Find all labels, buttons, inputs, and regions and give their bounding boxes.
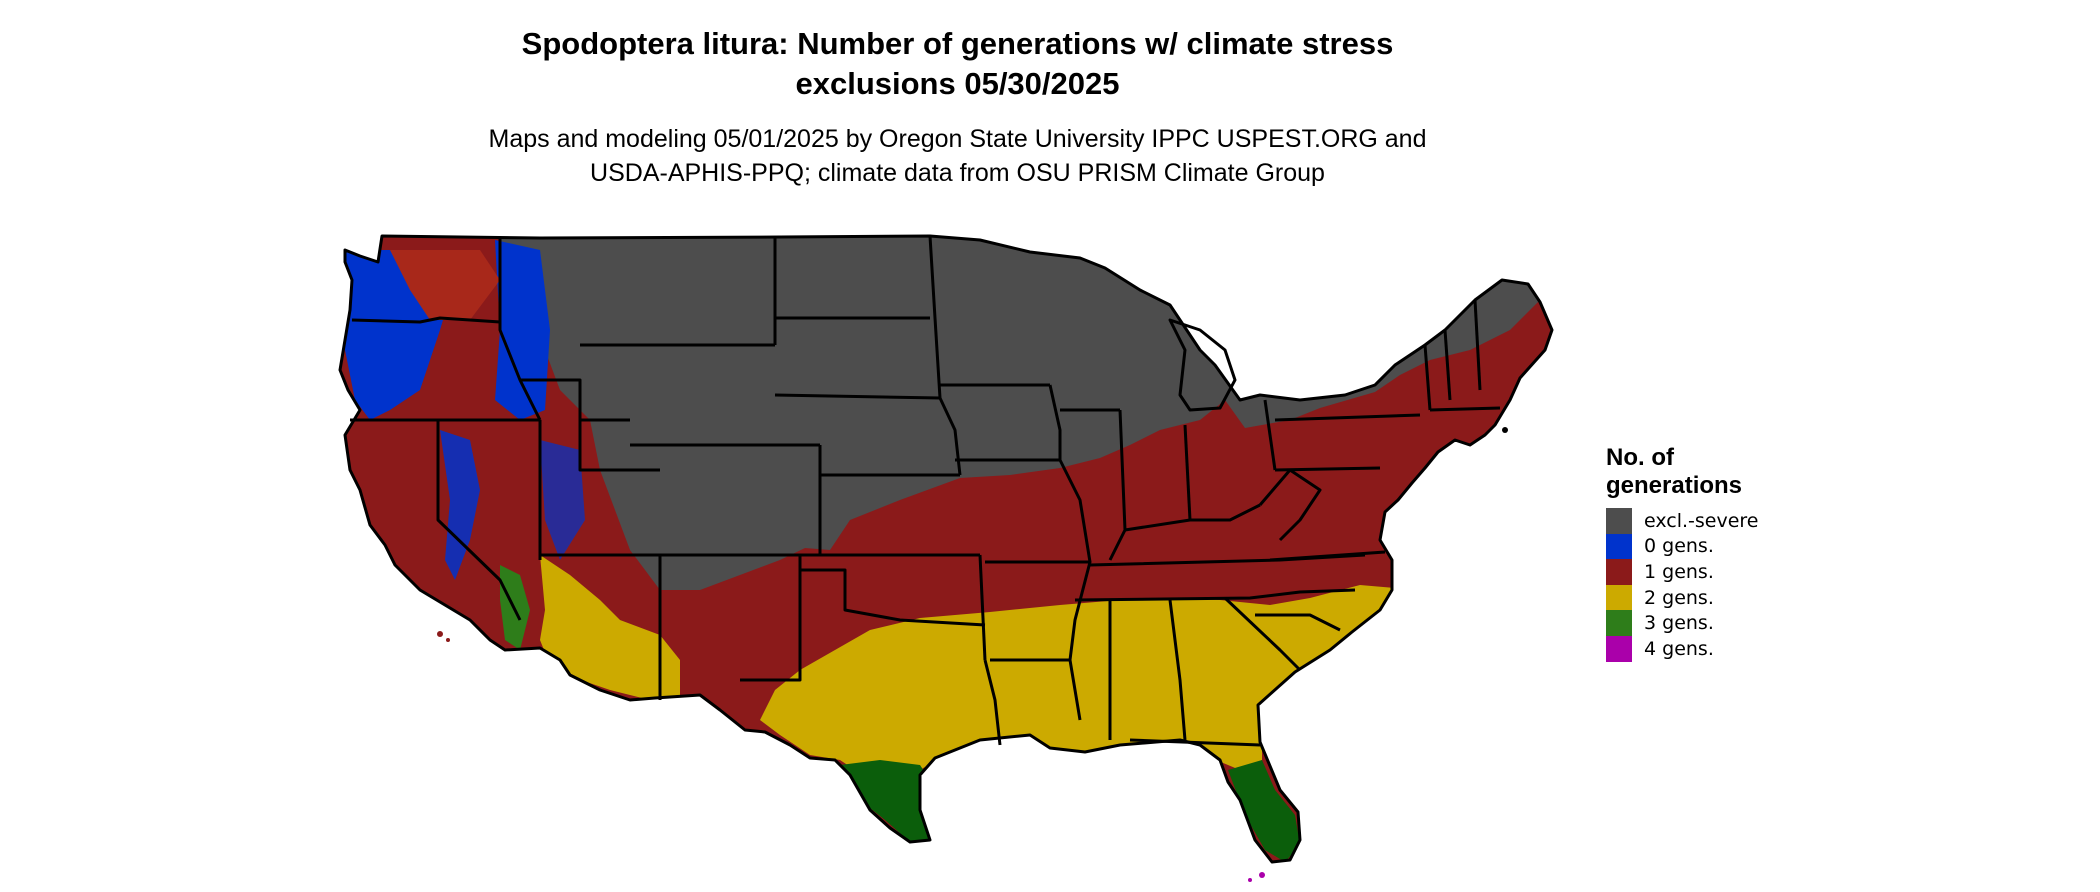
border-ga-sc <box>1223 596 1302 672</box>
us-outline <box>338 234 1554 864</box>
border-nd-mn <box>928 235 962 476</box>
legend-item: 2 gens. <box>1606 584 1806 611</box>
map-title-line-2: exclusions 05/30/2025 <box>795 66 1120 101</box>
border-ny-vt <box>1423 344 1432 411</box>
zone-3-gen-florida <box>1228 760 1300 862</box>
border-pa-ny <box>1274 413 1421 422</box>
legend: No. of generations excl.-severe 0 gens. … <box>1606 444 1806 662</box>
speck-ca-islands <box>437 631 443 637</box>
legend-swatch <box>1606 610 1632 636</box>
legend-swatch <box>1606 508 1632 534</box>
zone-2-gen-southwest <box>540 555 680 700</box>
zone-2-gen-south <box>760 585 1395 790</box>
legend-label: excl.-severe <box>1644 509 1759 532</box>
border-nh-me <box>1473 299 1482 391</box>
border-oh-ky <box>1124 503 1261 532</box>
legend-label: 2 gens. <box>1644 586 1714 609</box>
legend-title-line-2: generations <box>1606 472 1743 499</box>
legend-label: 1 gens. <box>1644 560 1714 583</box>
border-ok-tx <box>800 568 986 627</box>
zone-3-gen-texas <box>840 760 930 842</box>
border-nm-tx <box>740 555 802 682</box>
map-title: Spodoptera litura: Number of generations… <box>420 24 1495 104</box>
zone-1-gen-pnw <box>390 250 500 320</box>
border-oh-pa <box>1263 399 1277 471</box>
border-ok-ar <box>978 554 987 661</box>
border-tx-la <box>983 659 1002 746</box>
border-in-oh <box>1183 424 1192 521</box>
border-va-nc <box>1269 550 1386 562</box>
legend-swatch <box>1606 635 1632 662</box>
border-sd-ne <box>774 393 941 400</box>
border-ca-nv <box>436 420 522 621</box>
border-ma <box>1429 406 1501 412</box>
legend-item: 1 gens. <box>1606 559 1806 585</box>
speck-ma-islands <box>1502 427 1508 433</box>
legend-item: 0 gens. <box>1606 533 1806 560</box>
legend-item: 4 gens. <box>1606 635 1806 662</box>
map-title-line-1: Spodoptera litura: Number of generations… <box>521 26 1394 61</box>
legend-label: 4 gens. <box>1644 637 1714 660</box>
zone-0-gen-utah <box>540 440 585 560</box>
border-ga-fl <box>1129 738 1261 747</box>
legend-item: 3 gens. <box>1606 610 1806 636</box>
zone-0-gen-idaho <box>495 240 550 420</box>
map-subtitle: Maps and modeling 05/01/2025 by Oregon S… <box>400 122 1515 190</box>
legend-swatch <box>1606 559 1632 585</box>
coastal-specks <box>437 427 1508 882</box>
legend-item: excl.-severe <box>1606 508 1806 534</box>
map-subtitle-line-2: USDA-APHIS-PPQ; climate data from OSU PR… <box>590 159 1325 187</box>
legend-items: excl.-severe 0 gens. 1 gens. 2 gens. 3 g… <box>1606 508 1806 662</box>
legend-title: No. of generations <box>1606 444 1806 500</box>
border-nc-sc <box>1255 613 1341 632</box>
legend-title-line-1: No. of <box>1606 444 1674 471</box>
border-wa-or <box>351 316 501 324</box>
border-tn-south <box>1074 588 1356 602</box>
map-subtitle-line-1: Maps and modeling 05/01/2025 by Oregon S… <box>488 125 1427 153</box>
state-borders <box>338 234 1554 864</box>
legend-swatch <box>1606 533 1632 560</box>
legend-swatch <box>1606 584 1632 611</box>
border-al-ga <box>1168 599 1187 741</box>
legend-label: 3 gens. <box>1644 612 1714 635</box>
border-ut-co <box>578 420 660 472</box>
zone-0-gen-nevada <box>440 430 480 580</box>
border-id-mt <box>520 378 630 422</box>
speck-fl-keys <box>1259 872 1265 878</box>
border-wv <box>1258 468 1322 542</box>
legend-label: 0 gens. <box>1644 535 1714 558</box>
border-pa-south <box>1274 466 1381 472</box>
speck-ca-islands-2 <box>446 638 450 642</box>
speck-fl-keys-2 <box>1248 878 1252 882</box>
border-mississippi <box>1048 384 1092 721</box>
border-michigan <box>1168 318 1237 412</box>
border-vt-nh <box>1443 329 1452 401</box>
